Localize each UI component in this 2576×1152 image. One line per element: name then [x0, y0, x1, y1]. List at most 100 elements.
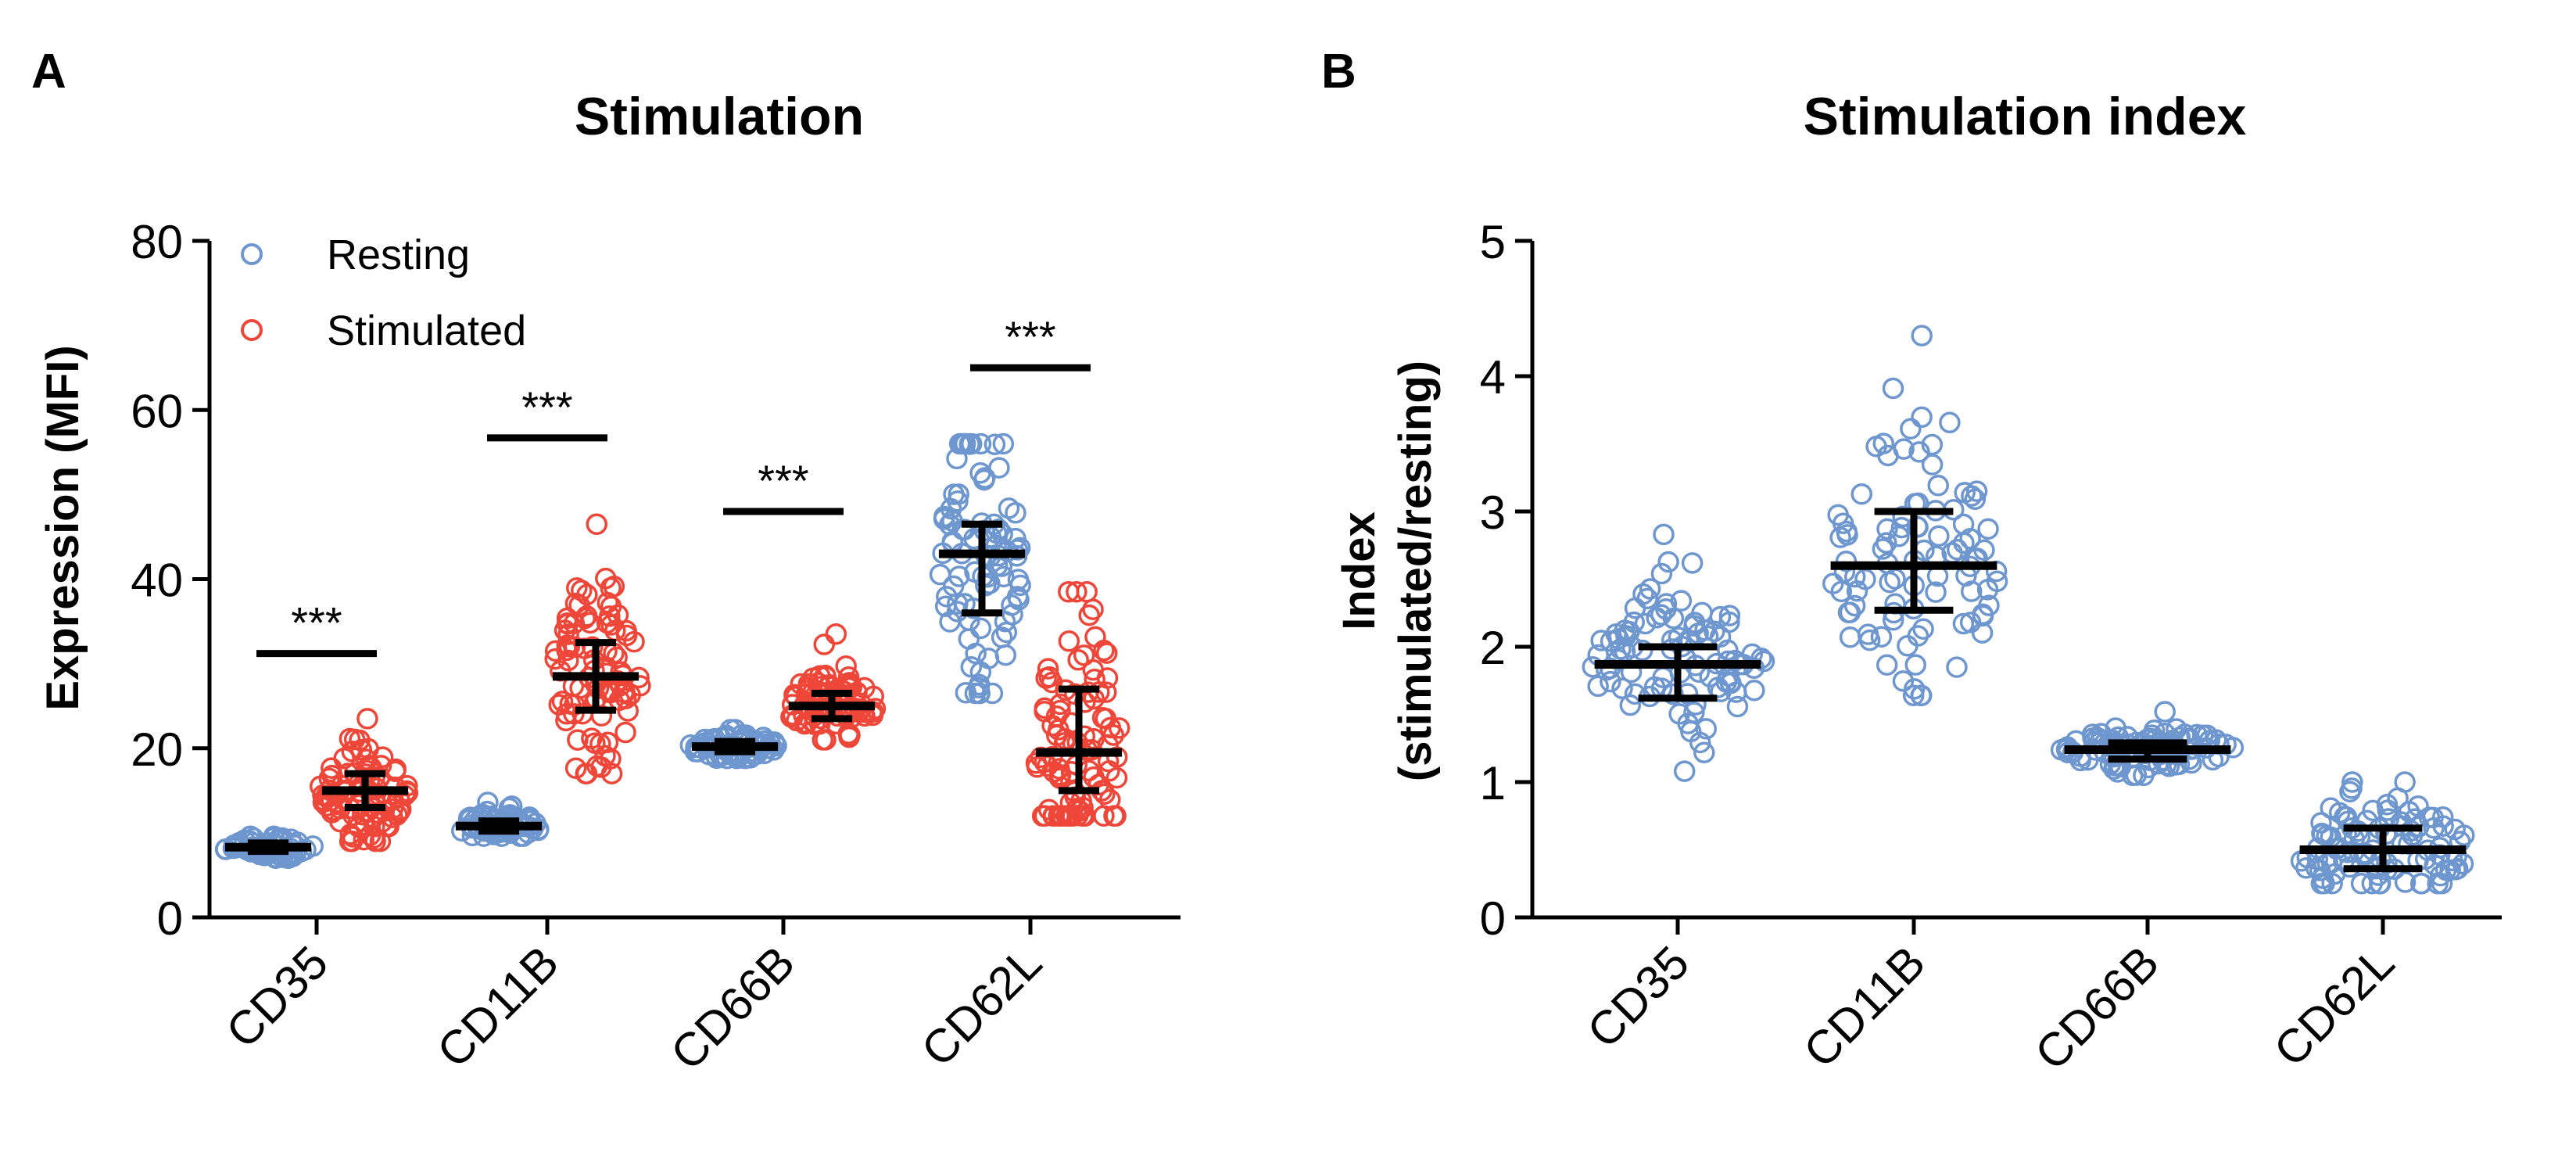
- data-point: [994, 610, 1016, 633]
- data-point: [813, 633, 835, 655]
- data-point: [599, 605, 621, 627]
- data-point: [969, 462, 991, 484]
- y-tick-label: 80: [131, 216, 183, 268]
- data-point: [1954, 482, 1976, 504]
- panel-b-y-axis-label-line2: (stimulated/resting): [1390, 361, 1441, 781]
- data-point: [1927, 475, 1949, 497]
- data-point: [1977, 518, 1999, 540]
- data-point: [1067, 804, 1089, 827]
- data-point: [946, 447, 968, 470]
- data-point: [992, 432, 1015, 455]
- data-point: [1007, 569, 1030, 590]
- panel-b-title: Stimulation index: [1804, 87, 2247, 146]
- data-point: [1600, 670, 1621, 693]
- data-point: [933, 505, 955, 528]
- panel-a-legend: Resting Stimulated: [241, 231, 526, 354]
- panel-b-plot: [1582, 325, 2475, 895]
- data-point: [1038, 666, 1060, 688]
- data-point: [575, 763, 598, 784]
- data-point: [597, 731, 619, 753]
- y-tick-label: 2: [1480, 622, 1506, 674]
- data-point: [2429, 864, 2452, 887]
- data-point: [544, 648, 566, 670]
- data-point: [1655, 598, 1677, 620]
- data-point: [936, 586, 958, 608]
- data-point: [610, 661, 632, 683]
- x-tick-label: CD11B: [427, 936, 568, 1078]
- data-point: [995, 621, 1018, 644]
- data-point: [1091, 706, 1114, 729]
- data-point: [947, 490, 969, 512]
- data-point: [1657, 551, 1679, 573]
- data-point: [1971, 622, 1994, 644]
- data-point: [2339, 781, 2361, 803]
- data-point: [1639, 578, 1661, 600]
- data-point: [1726, 695, 1749, 718]
- data-point: [606, 646, 628, 669]
- data-point: [356, 708, 378, 730]
- data-point: [968, 676, 990, 699]
- data-point: [2423, 817, 2445, 839]
- data-point: [1888, 526, 1910, 547]
- data-point: [353, 828, 374, 851]
- data-point: [1673, 760, 1696, 782]
- legend-resting-label: Resting: [327, 231, 470, 278]
- data-point: [1953, 532, 1975, 554]
- data-point: [1939, 411, 1961, 434]
- data-point: [1879, 571, 1901, 594]
- data-point: [929, 563, 951, 586]
- data-point: [568, 594, 590, 616]
- data-point: [1043, 761, 1065, 783]
- significance-label: ***: [1005, 312, 1055, 361]
- data-point: [1590, 630, 1612, 651]
- data-point: [1718, 605, 1741, 626]
- data-point: [623, 630, 645, 653]
- data-point: [998, 497, 1020, 519]
- y-tick-label: 4: [1480, 351, 1506, 404]
- data-point: [2422, 806, 2444, 829]
- data-point: [586, 513, 607, 535]
- x-tick-label: CD35: [216, 936, 338, 1058]
- data-point: [1908, 441, 1930, 463]
- x-tick-label: CD66B: [661, 936, 804, 1080]
- panel-a-plot: *** *** *** ***: [214, 312, 1130, 870]
- data-point: [1662, 683, 1684, 705]
- data-point: [1619, 694, 1642, 716]
- data-point: [1058, 630, 1080, 652]
- data-point: [1636, 587, 1658, 610]
- data-point: [2444, 818, 2466, 841]
- data-point: [1907, 516, 1929, 538]
- data-point: [378, 816, 399, 838]
- data-point: [2121, 764, 2144, 787]
- data-point: [825, 623, 847, 645]
- panel-b: B Stimulation index Index (stimulated/re…: [1321, 45, 2502, 1080]
- data-point: [1839, 626, 1861, 648]
- data-point: [2309, 860, 2331, 881]
- data-point: [951, 432, 973, 455]
- data-point: [1653, 523, 1675, 546]
- data-point: [1683, 702, 1705, 723]
- x-tick-label: CD66B: [2025, 936, 2169, 1080]
- data-point: [1624, 683, 1646, 705]
- data-point: [814, 664, 837, 687]
- data-point: [1946, 656, 1968, 678]
- data-point: [1822, 572, 1844, 594]
- data-point: [1850, 483, 1872, 505]
- data-point: [1717, 639, 1739, 662]
- data-point: [2407, 795, 2429, 817]
- data-point: [786, 709, 808, 732]
- data-point: [981, 682, 1004, 705]
- data-point: [339, 727, 361, 750]
- data-point: [1093, 639, 1115, 662]
- data-point: [1911, 406, 1933, 429]
- data-point: [600, 577, 622, 599]
- data-point: [2310, 812, 2332, 834]
- data-point: [2154, 701, 2176, 723]
- x-tick-label: CD11B: [1793, 936, 1935, 1078]
- x-tick-label: CD35: [1577, 936, 1699, 1058]
- data-point: [385, 758, 407, 781]
- data-point: [2196, 724, 2219, 746]
- data-point: [1001, 603, 1023, 626]
- data-point: [1976, 579, 1999, 601]
- data-point: [1870, 626, 1893, 648]
